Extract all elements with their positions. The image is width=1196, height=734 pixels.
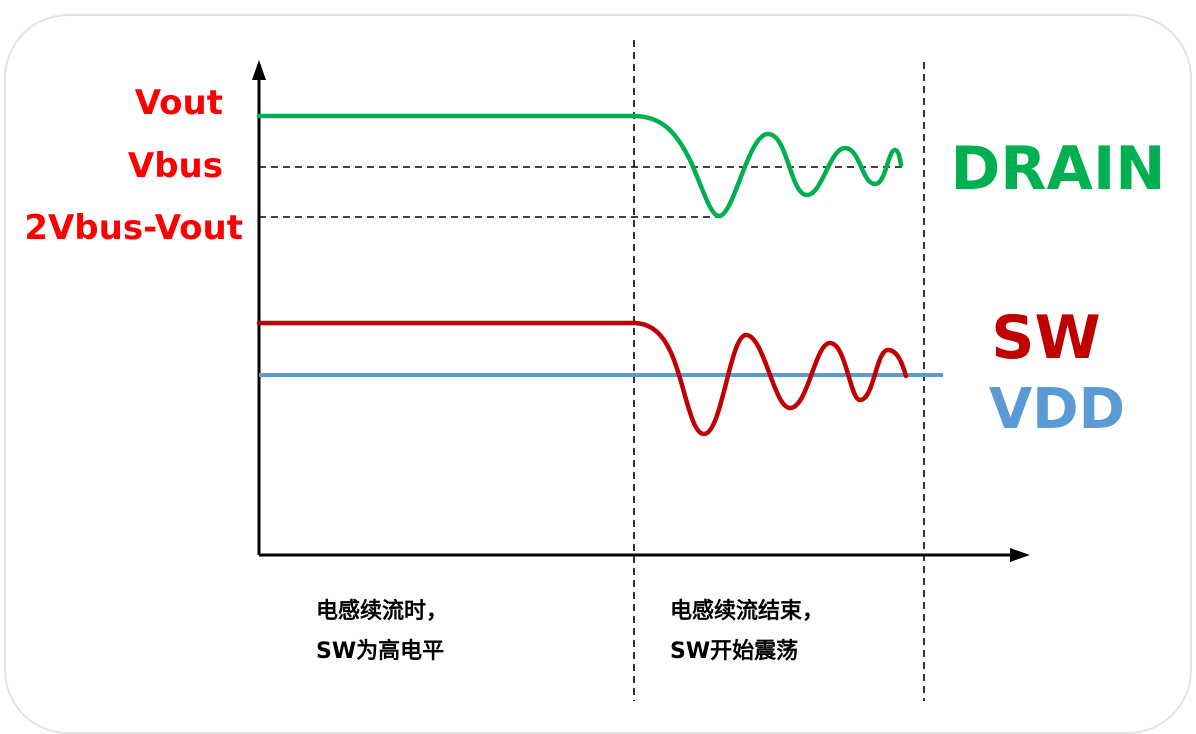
- vbus-label: Vbus: [128, 146, 223, 186]
- waveform-diagram: Vout Vbus 2Vbus-Vout DRAIN SW VDD 电感续流时，…: [24, 40, 1166, 701]
- phase-1-line-1: 电感续流时，: [316, 598, 448, 624]
- vdd-label: VDD: [989, 377, 1125, 442]
- y-axis-arrowhead: [252, 60, 266, 80]
- drain-label: DRAIN: [951, 134, 1166, 204]
- two-vbus-minus-vout-label: 2Vbus-Vout: [24, 208, 243, 248]
- sw-trace: [256, 320, 909, 437]
- drain-trace: [256, 113, 904, 219]
- phase-2-line-1: 电感续流结束，: [670, 598, 824, 624]
- vout-label: Vout: [135, 83, 223, 123]
- x-axis-arrowhead: [1010, 548, 1030, 562]
- sw-label: SW: [991, 303, 1100, 373]
- phase-2-line-2: SW开始震荡: [670, 638, 798, 664]
- phase-1-line-2: SW为高电平: [316, 638, 444, 664]
